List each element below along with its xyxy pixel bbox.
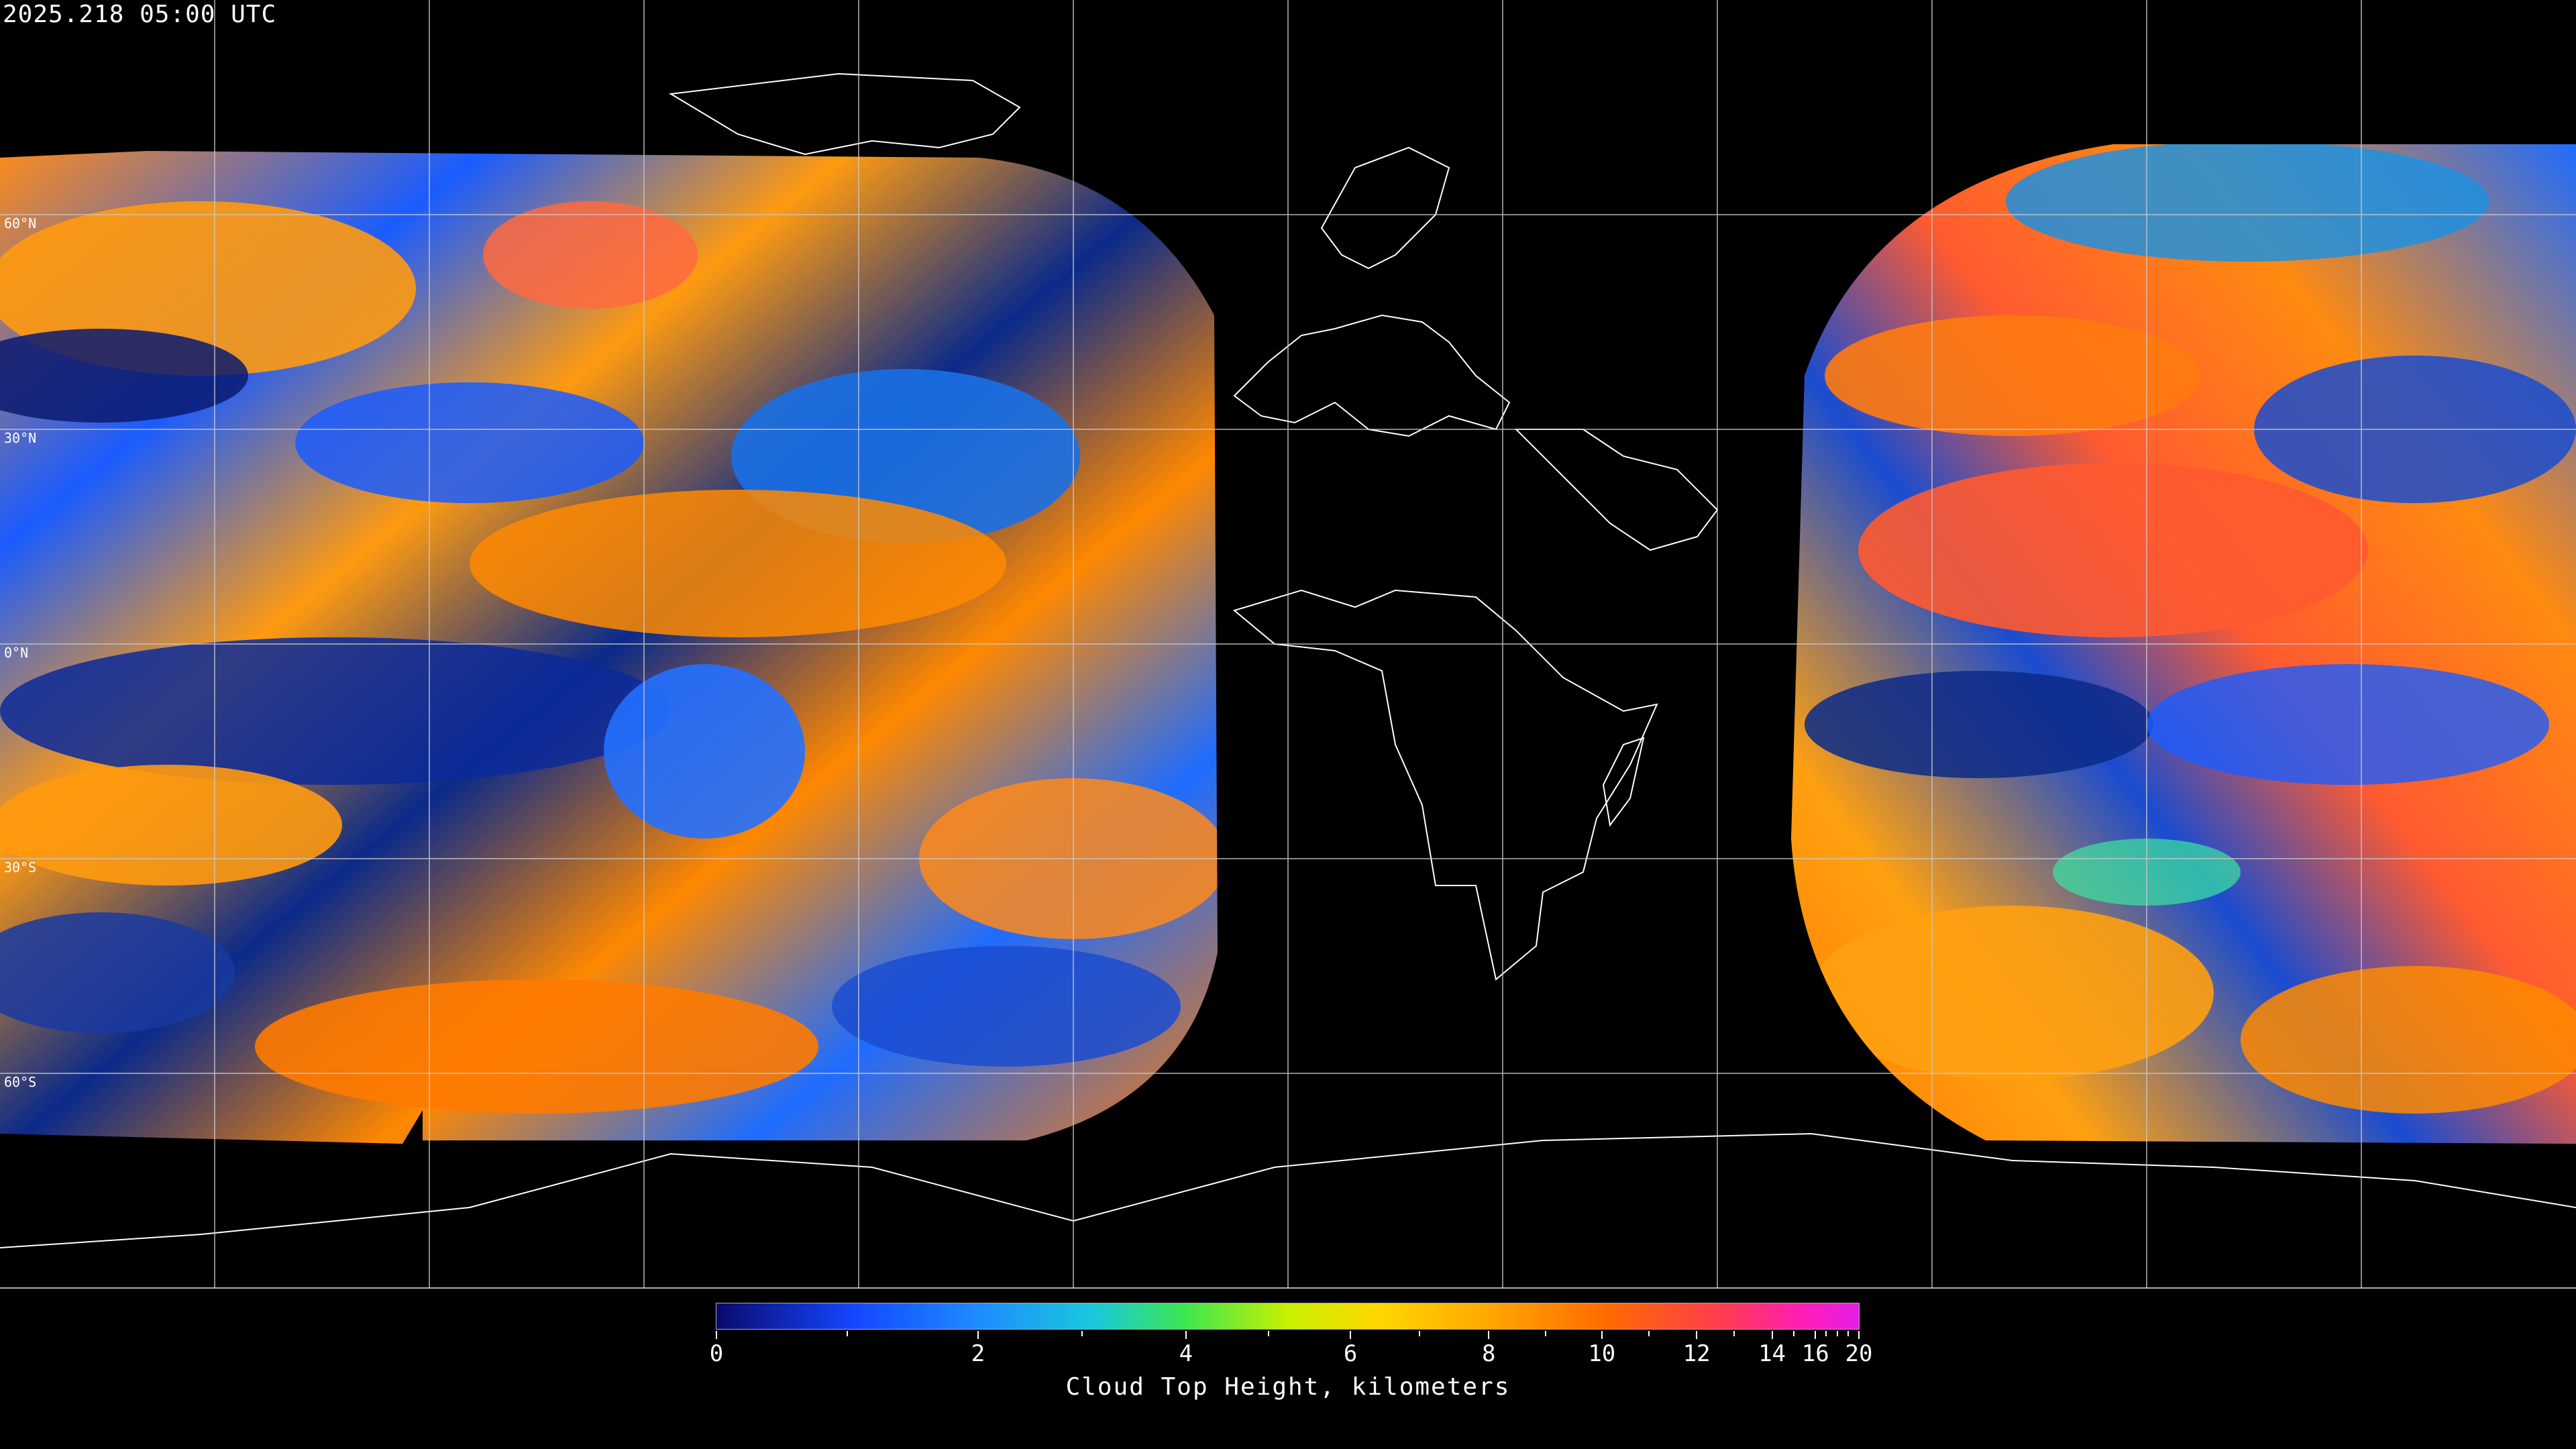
colorbar-tick-label: 2	[971, 1340, 985, 1367]
colorbar-title: Cloud Top Height, kilometers	[1065, 1373, 1511, 1401]
colorbar-major-tick	[1488, 1331, 1490, 1339]
colorbar-tick-label: 10	[1588, 1340, 1616, 1367]
west-satellite-coverage	[0, 151, 1218, 1144]
lat-label-30s: 30°S	[4, 859, 37, 875]
east-satellite-coverage	[1791, 144, 2576, 1144]
colorbar-minor-tick	[1836, 1331, 1838, 1336]
madagascar-coastline	[1602, 737, 1645, 827]
coastlines	[0, 72, 2576, 1248]
colorbar-minor-tick	[1267, 1331, 1269, 1336]
colorbar-major-tick	[1771, 1331, 1773, 1339]
colorbar-minor-tick	[1081, 1331, 1083, 1336]
antarctica-coastline	[0, 1132, 2576, 1248]
timestamp: 2025.218 05:00 UTC	[3, 1, 277, 28]
colorbar-major-tick	[1601, 1331, 1603, 1339]
africa-coastline	[1232, 589, 1658, 981]
colorbar-minor-tick	[1544, 1331, 1546, 1336]
colorbar	[716, 1303, 1860, 1330]
colorbar-tick-label: 6	[1343, 1340, 1358, 1367]
colorbar-major-tick	[1858, 1331, 1860, 1339]
colorbar-tick-label: 14	[1758, 1340, 1786, 1367]
colorbar-minor-tick	[1419, 1331, 1421, 1336]
colorbar-minor-tick	[1825, 1331, 1827, 1336]
colorbar-minor-tick	[1648, 1331, 1650, 1336]
colorbar-major-tick	[716, 1331, 717, 1339]
colorbar-tick-label: 20	[1845, 1340, 1873, 1367]
colorbar-minor-tick	[1733, 1331, 1735, 1336]
arabia-coastline	[1514, 429, 1719, 551]
colorbar-tick-label: 8	[1481, 1340, 1496, 1367]
lat-label-30n: 30°N	[4, 430, 37, 446]
colorbar-tick-label: 4	[1179, 1340, 1193, 1367]
colorbar-major-tick	[1696, 1331, 1698, 1339]
colorbar-minor-tick	[1847, 1331, 1849, 1336]
colorbar-major-tick	[1185, 1331, 1187, 1339]
colorbar-tick-label: 16	[1801, 1340, 1829, 1367]
europe-coastline	[1233, 314, 1511, 437]
colorbar-tick-label: 0	[709, 1340, 724, 1367]
colorbar-gradient	[716, 1303, 1859, 1329]
graticule	[0, 0, 2576, 1289]
greenland-coastline	[668, 72, 1021, 156]
colorbar-major-tick	[1350, 1331, 1352, 1339]
colorbar-major-tick	[1815, 1331, 1817, 1339]
lat-label-60s: 60°S	[4, 1074, 37, 1090]
colorbar-major-tick	[977, 1331, 979, 1339]
lat-label-60n: 60°N	[4, 215, 37, 231]
scandinavia-coastline	[1320, 146, 1450, 270]
lat-label-0: 0°N	[4, 645, 29, 661]
colorbar-minor-tick	[846, 1331, 848, 1336]
colorbar-minor-tick	[1792, 1331, 1794, 1336]
colorbar-tick-label: 12	[1682, 1340, 1711, 1367]
